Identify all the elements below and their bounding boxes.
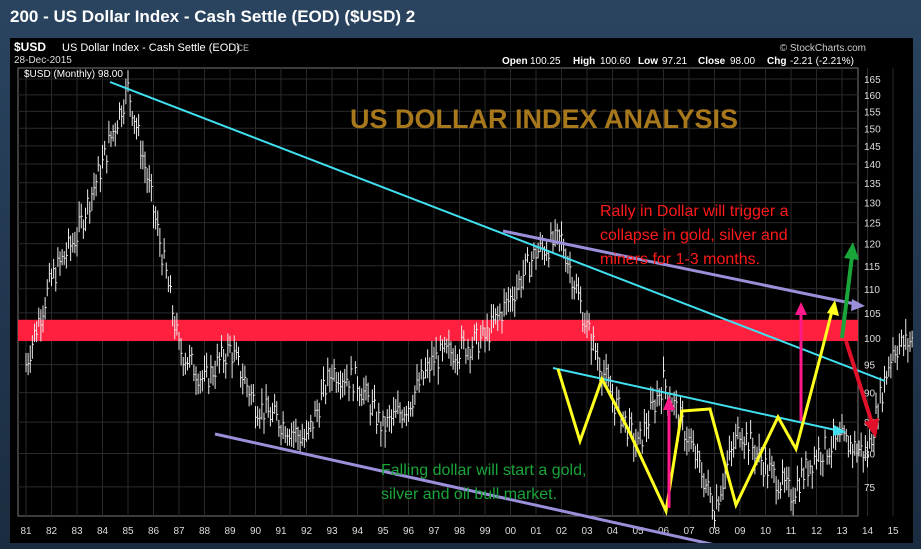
x-tick-label: 94 (352, 526, 364, 537)
falling-note-line-1: Falling dollar will start a gold, (381, 462, 586, 479)
x-tick-label: 81 (20, 526, 32, 537)
open-value: 100.25 (530, 56, 561, 67)
wave-arrowhead (827, 300, 839, 316)
ohlc-readout: Open 100.25 High 100.60 Low 97.21 Close … (502, 56, 854, 67)
x-tick-label: 86 (148, 526, 160, 537)
x-tick-label: 10 (760, 526, 772, 537)
x-tick-label: 05 (632, 526, 644, 537)
chg-value: -2.21 (-2.21%) (790, 56, 854, 67)
lower-channel-line (214, 432, 721, 548)
exchange-label: ICE (234, 43, 249, 53)
x-tick-label: 85 (122, 526, 134, 537)
x-axis: 81 82 83 84 85 86 87 88 89 90 91 92 93 94 95 96 97 98 99 00… (20, 526, 921, 537)
price-series (25, 70, 918, 529)
open-label: Open (502, 56, 528, 67)
x-tick-label: 12 (811, 526, 823, 537)
y-tick-label: 100 (864, 334, 881, 345)
rally-note-line-3: miners for 1-3 months. (600, 251, 760, 268)
y-tick-label: 80 (864, 449, 876, 460)
x-tick-label: 84 (97, 526, 109, 537)
y-tick-label: 145 (864, 142, 881, 153)
x-tick-label: 93 (326, 526, 338, 537)
y-axis: 7580859095100105110115120125130135140145… (864, 75, 881, 494)
y-tick-label: 135 (864, 179, 881, 190)
y-tick-label: 110 (864, 285, 880, 296)
grid (18, 68, 919, 516)
high-label: High (573, 56, 595, 67)
rally-arrowhead-2008 (663, 396, 675, 410)
plot-area (17, 67, 859, 517)
upper-channel-arrowhead (851, 299, 865, 311)
low-value: 97.21 (662, 56, 687, 67)
rally-note-line-1: Rally in Dollar will trigger a (600, 203, 789, 220)
y-tick-label: 155 (864, 107, 881, 118)
source-label: © StockCharts.com (780, 43, 866, 54)
x-tick-label: 92 (301, 526, 313, 537)
x-tick-label: 89 (224, 526, 236, 537)
x-tick-label: 82 (46, 526, 58, 537)
x-tick-label: 87 (173, 526, 185, 537)
rally-note-line-2: collapse in gold, silver and (600, 227, 788, 244)
x-tick-label: 14 (862, 526, 874, 537)
x-tick-label: 95 (377, 526, 389, 537)
bearish-arrowhead (864, 418, 879, 438)
x-tick-label: 13 (836, 526, 848, 537)
symbol-label: $USD (14, 40, 46, 54)
y-tick-label: 125 (864, 219, 881, 230)
upper-channel-line (502, 229, 861, 307)
x-tick-label: 04 (607, 526, 619, 537)
x-tick-label: 07 (683, 526, 695, 537)
y-tick-label: 120 (864, 240, 881, 251)
x-tick-label: 83 (71, 526, 83, 537)
y-tick-label: 165 (864, 75, 881, 86)
y-tick-label: 115 (864, 262, 880, 273)
x-tick-label: 96 (403, 526, 415, 537)
x-tick-label: 03 (581, 526, 593, 537)
low-label: Low (638, 56, 658, 67)
name-label: US Dollar Index - Cash Settle (EOD) (62, 42, 240, 54)
bullish-arrow (840, 255, 854, 339)
x-tick-label: 15 (887, 526, 899, 537)
x-tick-label: 91 (275, 526, 287, 537)
high-value: 100.60 (600, 56, 631, 67)
downtrend-arrowhead (833, 425, 846, 436)
close-label: Close (698, 56, 726, 67)
y-tick-label: 150 (864, 124, 881, 135)
y-tick-label: 130 (864, 198, 881, 209)
x-tick-label: 90 (250, 526, 262, 537)
x-tick-label: 88 (199, 526, 211, 537)
rally-arrowhead-2014 (795, 302, 807, 315)
x-tick-label: 99 (479, 526, 491, 537)
close-value: 98.00 (730, 56, 755, 67)
x-tick-label: 02 (556, 526, 568, 537)
chart-panel: $USD US Dollar Index - Cash Settle (EOD)… (10, 38, 921, 548)
y-tick-label: 160 (864, 91, 881, 102)
y-tick-label: 140 (864, 160, 881, 171)
date-label: 28-Dec-2015 (14, 55, 72, 66)
y-tick-label: 105 (864, 309, 881, 320)
x-tick-label: 98 (454, 526, 466, 537)
y-tick-label: 75 (864, 483, 876, 494)
x-tick-label: 01 (530, 526, 542, 537)
x-tick-label: 11 (786, 526, 797, 537)
y-tick-label: 90 (864, 389, 876, 400)
x-tick-label: 09 (734, 526, 746, 537)
price-chart: $USD US Dollar Index - Cash Settle (EOD)… (14, 40, 921, 548)
falling-note-line-2: silver and oil bull market. (381, 486, 557, 503)
y-tick-label: 95 (864, 361, 876, 372)
analysis-title: US DOLLAR INDEX ANALYSIS (350, 104, 738, 134)
long-term-resistance-line (109, 81, 886, 382)
x-tick-label: 08 (709, 526, 721, 537)
x-tick-label: 97 (428, 526, 440, 537)
chg-label: Chg (767, 56, 786, 67)
x-tick-label: 00 (505, 526, 517, 537)
x-tick-label: 06 (658, 526, 670, 537)
wave-path (556, 306, 835, 517)
bullish-arrowhead (844, 242, 859, 260)
window-title: 200 - US Dollar Index - Cash Settle (EOD… (10, 7, 416, 26)
bearish-arrow (844, 340, 874, 424)
series-legend: $USD (Monthly) 98.00 (24, 69, 123, 80)
